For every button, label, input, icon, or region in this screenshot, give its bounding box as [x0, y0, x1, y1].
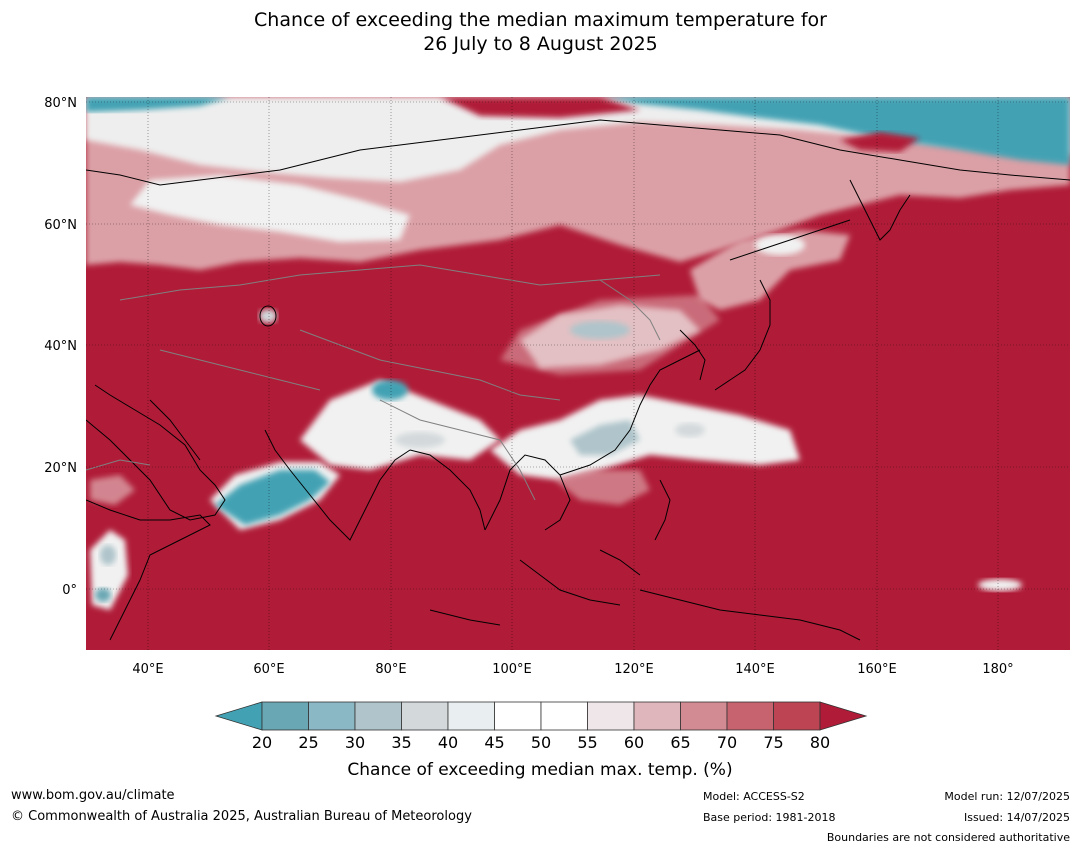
- colorbar-segment: [540, 701, 588, 731]
- colorbar-segment: [633, 701, 681, 731]
- colorbar-segment: [354, 701, 402, 731]
- coastlines: [86, 119, 1070, 641]
- colorbar-segment: [261, 701, 309, 731]
- disclaimer-text: Boundaries are not considered authoritat…: [826, 831, 1070, 844]
- colorbar-tick-label: 50: [531, 733, 551, 752]
- region-arctic-cool: [86, 97, 230, 112]
- lat-label-80n: 80°N: [44, 96, 77, 111]
- lat-label-40n: 40°N: [44, 339, 77, 354]
- graticule: [86, 97, 1070, 650]
- map-area: [86, 97, 1070, 650]
- colorbar-tick-label: 65: [670, 733, 690, 752]
- colorbar-tick-label: 40: [438, 733, 458, 752]
- colorbar-tick-label: 45: [484, 733, 504, 752]
- colorbar-segment: [401, 701, 449, 731]
- lon-label-60e: 60°E: [253, 662, 284, 677]
- colorbar-tick-label: 70: [717, 733, 737, 752]
- country-borders: [86, 264, 661, 501]
- issued-text: Issued: 14/07/2025: [963, 811, 1070, 824]
- base-period-text: Base period: 1981-2018: [703, 811, 836, 824]
- colorbar-segment: [726, 701, 774, 731]
- longitude-labels: 40°E 60°E 80°E 100°E 120°E 140°E 160°E 1…: [132, 662, 1013, 677]
- colorbar-segment: [773, 701, 821, 731]
- colorbar-tick-label: 55: [577, 733, 597, 752]
- region-south-china-cool: [570, 420, 640, 455]
- colorbar-tick-label: 20: [252, 733, 272, 752]
- region-indochina-pink: [555, 470, 650, 505]
- lon-label-180: 180°: [982, 662, 1013, 677]
- colorbar-tick-label: 35: [391, 733, 411, 752]
- colorbar-segment: [308, 701, 356, 731]
- colorbar: 20 25 30 35 40 45 50 55 60 65 70 75 80 Chance of exc…: [214, 701, 868, 780]
- region-arctic-warm-strip-2: [840, 132, 920, 152]
- region-tibet-neutral: [300, 380, 500, 470]
- map-title: Chance of exceeding the median maximum t…: [0, 8, 1081, 56]
- colorbar-tick-label: 60: [624, 733, 644, 752]
- colorbar-segment: [587, 701, 635, 731]
- lon-label-80e: 80°E: [375, 662, 406, 677]
- latitude-labels: 80°N 60°N 40°N 20°N 0°: [44, 96, 77, 598]
- region-africa-pink: [90, 475, 135, 505]
- region-north-neutral-2: [130, 175, 410, 242]
- colorbar-arrow-high: [819, 701, 868, 731]
- title-line-2: 26 July to 8 August 2025: [423, 33, 658, 55]
- lon-label-100e: 100°E: [492, 662, 532, 677]
- region-okhotsk: [690, 230, 850, 310]
- lat-label-20n: 20°N: [44, 461, 77, 476]
- copyright-text: © Commonwealth of Australia 2025, Austra…: [11, 809, 472, 824]
- colorbar-tick-label: 80: [810, 733, 830, 752]
- colorbar-arrow-low: [214, 701, 263, 731]
- model-run-text: Model run: 12/07/2025: [944, 790, 1070, 803]
- website-text: www.bom.gov.au/climate: [11, 788, 175, 803]
- lon-label-40e: 40°E: [132, 662, 163, 677]
- lon-label-160e: 160°E: [857, 662, 897, 677]
- colorbar-segment: [680, 701, 728, 731]
- lon-label-120e: 120°E: [614, 662, 654, 677]
- colorbar-tick-label: 30: [345, 733, 365, 752]
- region-arctic-cool-2: [600, 97, 1070, 165]
- colorbar-label: Chance of exceeding median max. temp. (%…: [347, 760, 732, 780]
- lat-label-0: 0°: [62, 583, 77, 598]
- lon-label-140e: 140°E: [735, 662, 775, 677]
- colorbar-tick-label: 75: [763, 733, 783, 752]
- colorbar-segment: [447, 701, 495, 731]
- lat-label-60n: 60°N: [44, 218, 77, 233]
- model-text: Model: ACCESS-S2: [703, 790, 805, 803]
- colorbar-segment: [494, 701, 542, 731]
- title-line-1: Chance of exceeding the median maximum t…: [254, 9, 827, 31]
- region-south-china-neutral: [490, 395, 800, 480]
- colorbar-tick-label: 25: [298, 733, 318, 752]
